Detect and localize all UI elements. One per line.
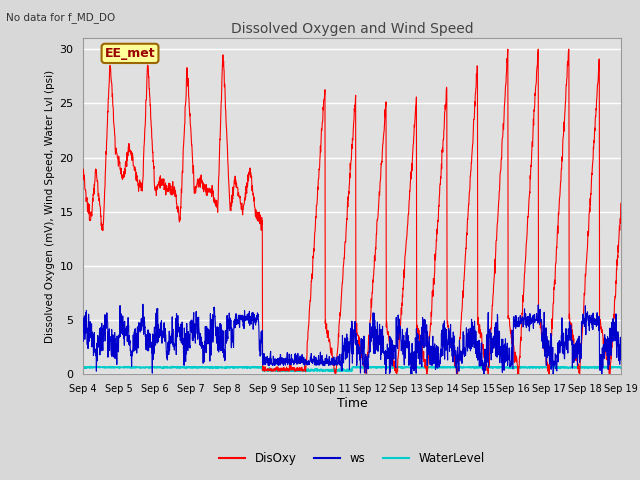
Y-axis label: Dissolved Oxygen (mV), Wind Speed, Water Lvl (psi): Dissolved Oxygen (mV), Wind Speed, Water… xyxy=(45,70,55,343)
Text: EE_met: EE_met xyxy=(105,47,156,60)
Text: No data for f_MD_DO: No data for f_MD_DO xyxy=(6,12,116,23)
X-axis label: Time: Time xyxy=(337,397,367,410)
Title: Dissolved Oxygen and Wind Speed: Dissolved Oxygen and Wind Speed xyxy=(230,22,474,36)
Legend: DisOxy, ws, WaterLevel: DisOxy, ws, WaterLevel xyxy=(214,447,490,470)
